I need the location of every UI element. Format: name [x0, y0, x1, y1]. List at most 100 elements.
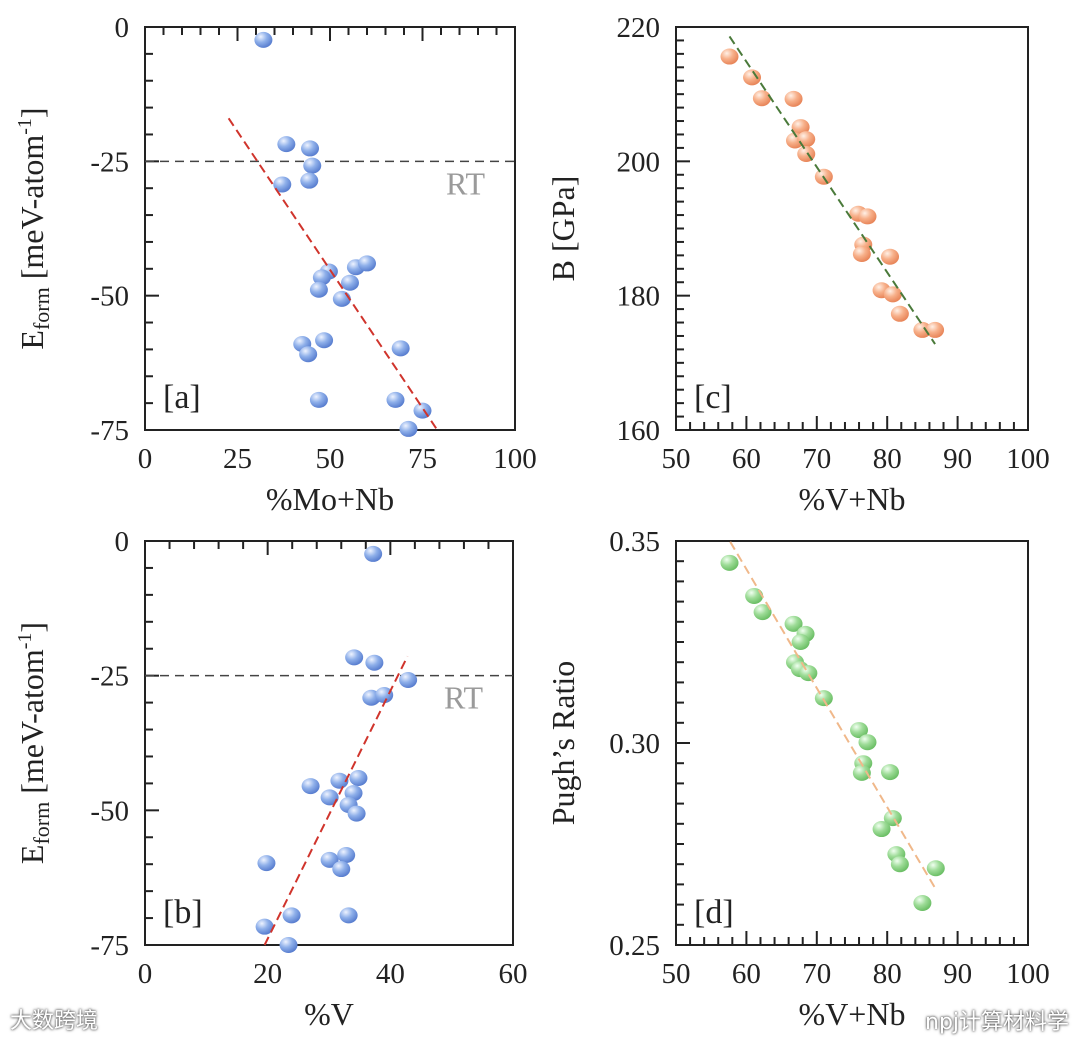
x-tick-label: 25: [223, 443, 252, 475]
y-axis-label-part: -1: [14, 118, 36, 135]
data-point: [349, 770, 368, 787]
y-tick-label: 0.25: [609, 930, 660, 962]
y-axis-label-part: form: [29, 287, 54, 330]
x-tick-label: 70: [802, 958, 831, 990]
data-point: [745, 587, 764, 604]
data-point: [303, 157, 322, 174]
y-axis-label-part: -1: [14, 633, 36, 650]
y-axis-label-part: E: [14, 330, 50, 350]
x-axis-label: %V+Nb: [799, 996, 906, 1032]
data-point: [277, 136, 296, 153]
x-tick-label: 50: [662, 443, 691, 475]
x-tick-label: 20: [253, 958, 282, 990]
y-tick-label: 0.30: [609, 728, 660, 760]
data-point: [365, 654, 384, 671]
data-point: [913, 894, 932, 911]
data-point: [255, 918, 274, 935]
data-point: [784, 90, 803, 107]
plot-frame: [675, 540, 1029, 946]
data-point: [345, 649, 364, 666]
data-point: [890, 856, 909, 873]
y-tick-label: 0: [115, 526, 130, 558]
data-point: [273, 176, 292, 193]
data-point: [301, 140, 320, 157]
panel-b: 0 20 40 60 0 -25 -50 -75 %V Eform [meV-atom-1] RT […: [14, 526, 528, 1032]
x-tick-label: 60: [732, 958, 761, 990]
data-point: [299, 346, 318, 363]
data-point: [926, 321, 945, 338]
x-tick-label: 75: [408, 443, 437, 475]
data-point: [791, 634, 810, 650]
x-tick-label: 70: [802, 443, 831, 475]
y-axis-label-part: [meV-atom: [14, 135, 50, 288]
data-point: [320, 851, 339, 868]
y-axis-label: Pugh’s Ratio: [545, 661, 581, 825]
data-point: [852, 764, 871, 781]
panel-label: [c]: [694, 379, 732, 416]
data-point: [883, 286, 902, 303]
x-tick-label: 100: [493, 443, 537, 475]
data-point: [399, 420, 418, 437]
data-point: [720, 48, 739, 65]
x-tick-label: 60: [499, 958, 528, 990]
watermark-right: npj计算材料学: [925, 1010, 1070, 1035]
x-tick-label: 80: [873, 958, 902, 990]
y-tick-label: 160: [617, 415, 661, 447]
y-axis-label: B [GPa]: [545, 176, 581, 282]
data-point: [743, 69, 762, 86]
data-point: [881, 764, 900, 781]
x-tick-label: 50: [316, 443, 345, 475]
data-point: [852, 246, 871, 263]
data-point: [913, 321, 932, 338]
y-tick-label: -75: [90, 930, 129, 962]
y-axis-label-part: [meV-atom: [14, 649, 50, 802]
reference-line-label: RT: [444, 680, 483, 716]
data-point: [791, 119, 810, 136]
plot-frame: [675, 26, 1029, 431]
x-tick-label: 90: [943, 443, 972, 475]
fit-line: [729, 541, 936, 889]
data-point: [386, 391, 405, 408]
x-tick-label: 60: [732, 443, 761, 475]
data-point: [926, 860, 945, 877]
x-axis-label: %V+Nb: [799, 481, 906, 517]
data-point: [752, 90, 771, 107]
data-point: [300, 172, 319, 189]
y-tick-label: -25: [90, 146, 129, 178]
data-point: [720, 554, 739, 571]
data-point: [872, 821, 891, 838]
data-point: [364, 545, 383, 562]
data-point: [312, 269, 331, 286]
data-point: [309, 281, 328, 298]
y-tick-label: 220: [617, 12, 661, 44]
x-axis-label: %Mo+Nb: [266, 481, 394, 517]
y-tick-label: 0.35: [609, 526, 660, 558]
data-point: [358, 255, 376, 272]
data-point: [339, 907, 358, 924]
data-point: [309, 391, 328, 408]
data-point: [784, 615, 803, 632]
panel-a: 0 25 50 75 100 0 -25 -50 -75 %Mo+Nb Eform [meV-ato…: [14, 12, 537, 517]
x-tick-label: 80: [873, 443, 902, 475]
data-point: [257, 855, 276, 872]
data-point: [375, 687, 394, 704]
y-tick-label: -75: [90, 415, 129, 447]
y-axis-label: Eform [meV-atom-1]: [14, 622, 54, 864]
plot-frame: [144, 26, 516, 431]
y-tick-label: -50: [90, 281, 129, 313]
y-axis-label-part: form: [29, 802, 54, 845]
data-point: [279, 937, 298, 953]
data-point: [347, 805, 366, 822]
x-tick-label: 50: [662, 958, 691, 990]
panel-d: 50 60 70 80 90 100 0.25 0.30 0.35 %V+Nb Pugh’s Rat…: [545, 526, 1050, 1032]
panel-label: [a]: [163, 379, 201, 416]
data-point: [399, 671, 418, 688]
data-point: [797, 131, 816, 148]
fit-line: [728, 35, 936, 345]
y-axis-label-part: Pugh’s Ratio: [545, 661, 581, 825]
y-axis-label-part: ]: [14, 622, 50, 633]
data-point: [799, 665, 818, 682]
panel-label: [b]: [163, 894, 203, 931]
data-point: [332, 290, 351, 307]
